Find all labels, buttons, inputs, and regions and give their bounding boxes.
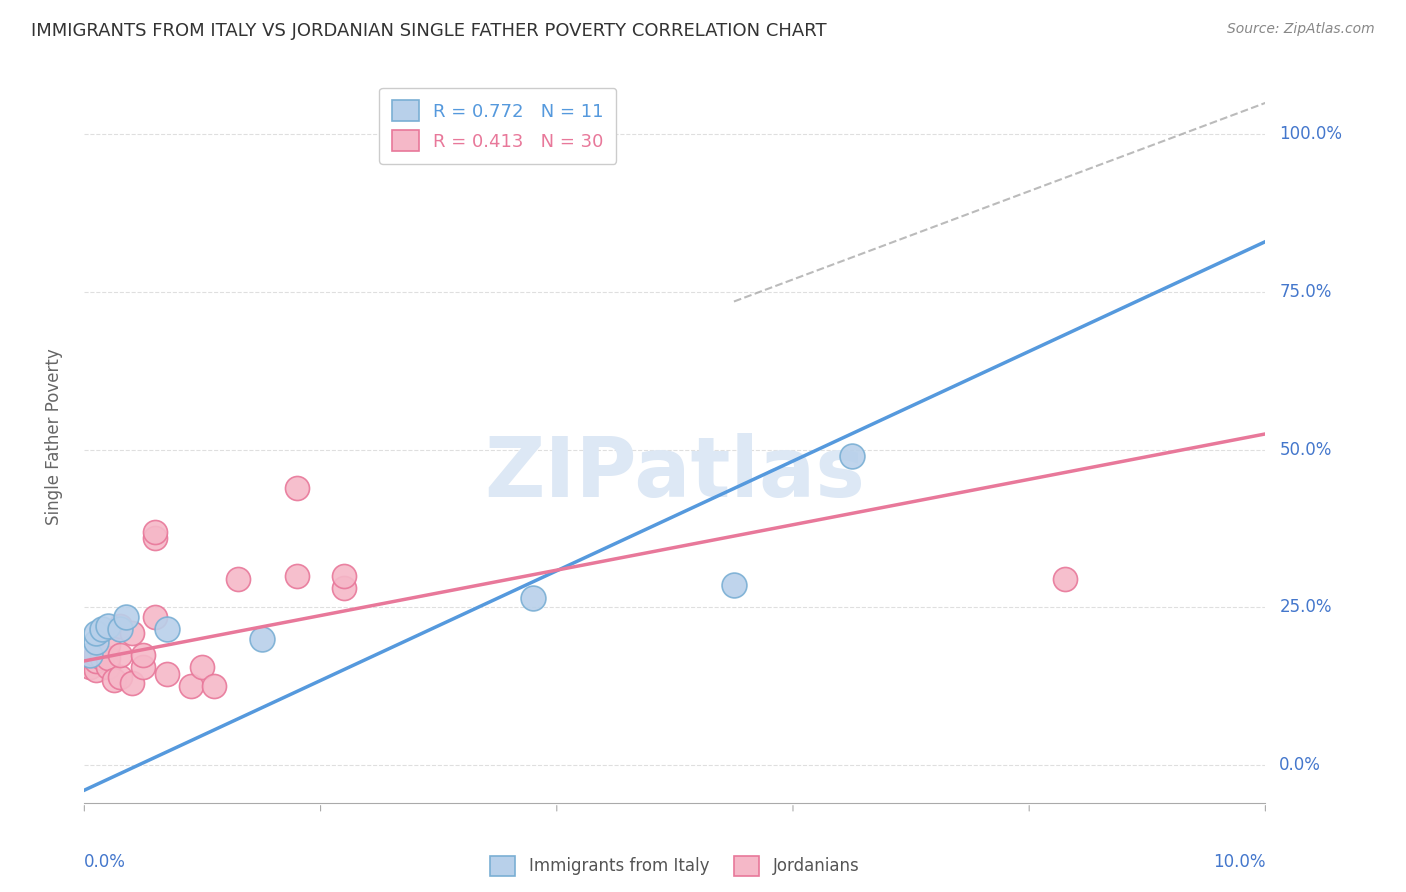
Text: 75.0%: 75.0%: [1279, 283, 1331, 301]
Point: [114, 609, 136, 624]
Point: [97, 660, 120, 674]
Point: [121, 676, 143, 690]
Point: [97, 638, 120, 652]
Text: 10.0%: 10.0%: [1213, 853, 1265, 871]
Point: [108, 623, 131, 637]
Point: [333, 569, 356, 583]
Point: [79, 660, 101, 674]
Point: [79, 648, 101, 662]
Point: [84, 648, 107, 662]
Text: Source: ZipAtlas.com: Source: ZipAtlas.com: [1227, 22, 1375, 37]
Point: [84, 654, 107, 668]
Point: [132, 660, 155, 674]
Point: [841, 449, 863, 463]
Point: [202, 679, 225, 693]
Point: [143, 609, 166, 624]
Point: [285, 569, 308, 583]
Point: [108, 648, 131, 662]
Text: 50.0%: 50.0%: [1279, 441, 1331, 458]
Point: [143, 524, 166, 539]
Point: [143, 531, 166, 545]
Point: [103, 673, 125, 687]
Text: 100.0%: 100.0%: [1279, 126, 1343, 144]
Point: [84, 664, 107, 678]
Text: ZIPatlas: ZIPatlas: [485, 434, 865, 514]
Point: [156, 666, 179, 681]
Point: [97, 650, 120, 665]
Point: [84, 635, 107, 649]
Text: 0.0%: 0.0%: [84, 853, 127, 871]
Point: [132, 648, 155, 662]
Point: [108, 619, 131, 633]
Text: 0.0%: 0.0%: [1279, 756, 1322, 774]
Legend: Immigrants from Italy, Jordanians: Immigrants from Italy, Jordanians: [484, 850, 866, 882]
Point: [723, 578, 745, 592]
Point: [250, 632, 273, 646]
Point: [121, 625, 143, 640]
Text: IMMIGRANTS FROM ITALY VS JORDANIAN SINGLE FATHER POVERTY CORRELATION CHART: IMMIGRANTS FROM ITALY VS JORDANIAN SINGL…: [31, 22, 827, 40]
Point: [180, 679, 202, 693]
Y-axis label: Single Father Poverty: Single Father Poverty: [45, 349, 63, 525]
Point: [522, 591, 544, 605]
Point: [1053, 572, 1076, 586]
Point: [91, 623, 114, 637]
Point: [108, 623, 131, 637]
Point: [97, 619, 120, 633]
Point: [191, 660, 214, 674]
Point: [285, 481, 308, 495]
Text: 25.0%: 25.0%: [1279, 599, 1331, 616]
Point: [108, 670, 131, 684]
Point: [156, 623, 179, 637]
Point: [333, 582, 356, 596]
Point: [226, 572, 249, 586]
Point: [91, 650, 114, 665]
Point: [84, 625, 107, 640]
